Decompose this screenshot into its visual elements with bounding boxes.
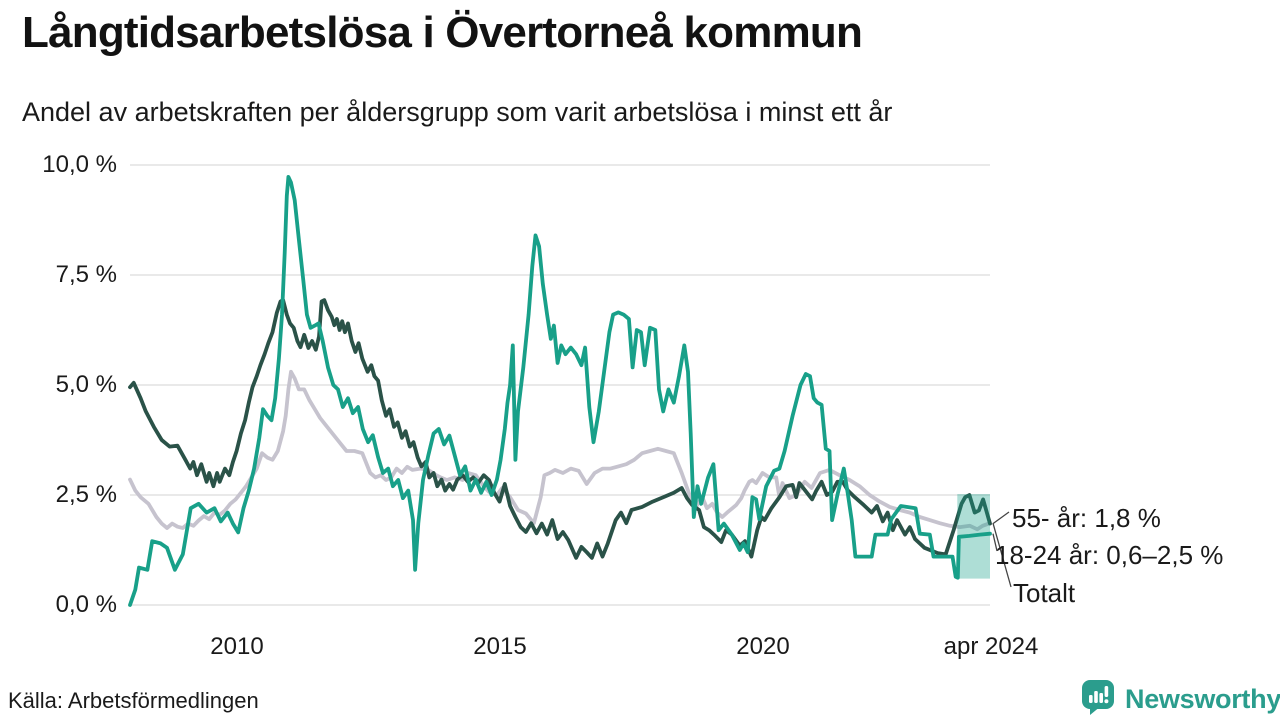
y-tick-7-5: 7,5 % bbox=[55, 261, 117, 288]
annotation-18-24: 18-24 år: 0,6–2,5 % bbox=[995, 540, 1224, 570]
source-note: Källa: Arbetsförmedlingen bbox=[8, 688, 259, 713]
chart-subtitle: Andel av arbetskraften per åldersgrupp s… bbox=[22, 97, 893, 127]
x-tick-apr-2024: apr 2024 bbox=[943, 633, 1039, 660]
newsworthy-logo: Newsworthy bbox=[1080, 678, 1280, 720]
y-tick-2-5: 2,5 % bbox=[55, 481, 117, 508]
y-tick-0: 0,0 % bbox=[55, 591, 117, 618]
annotation-55-plus: 55- år: 1,8 % bbox=[1012, 503, 1161, 533]
y-tick-5: 5,0 % bbox=[55, 371, 117, 398]
newsworthy-wordmark: Newsworthy bbox=[1125, 684, 1280, 714]
x-tick-2010: 2010 bbox=[210, 633, 264, 660]
page-title: Långtidsarbetslösa i Övertorneå kommun bbox=[22, 8, 863, 57]
x-tick-2020: 2020 bbox=[736, 633, 790, 660]
newsworthy-logo-icon bbox=[1080, 678, 1116, 720]
x-tick-2015: 2015 bbox=[473, 633, 527, 660]
annotation-totalt: Totalt bbox=[1013, 578, 1076, 608]
y-tick-10: 10,0 % bbox=[42, 151, 117, 178]
